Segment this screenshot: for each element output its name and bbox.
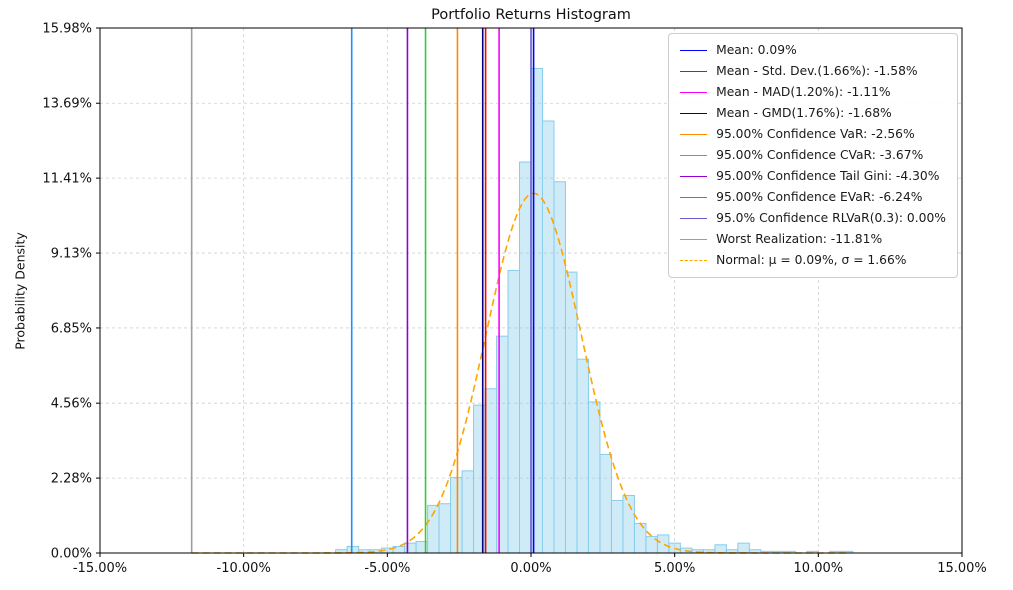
legend-line-swatch bbox=[680, 71, 708, 72]
legend-item: Mean - Std. Dev.(1.66%): -1.58% bbox=[680, 63, 946, 80]
histogram-bar bbox=[714, 544, 727, 554]
legend-line-swatch bbox=[680, 50, 708, 51]
legend-item: 95.00% Confidence VaR: -2.56% bbox=[680, 126, 946, 143]
histogram-bar bbox=[599, 453, 612, 554]
y-tick-label: 0.00% bbox=[51, 547, 92, 562]
histogram-bar bbox=[656, 534, 670, 554]
y-axis-label: Probability Density bbox=[12, 232, 28, 350]
legend-item: 95.00% Confidence EVaR: -6.24% bbox=[680, 189, 946, 206]
legend-label: 95.00% Confidence CVaR: -3.67% bbox=[716, 148, 924, 162]
y-tick-label: 13.69% bbox=[42, 97, 92, 112]
legend-line-swatch bbox=[680, 92, 708, 93]
legend-label: 95.00% Confidence EVaR: -6.24% bbox=[716, 190, 923, 204]
histogram-bar bbox=[438, 503, 452, 554]
legend-label: Mean: 0.09% bbox=[716, 43, 797, 57]
histogram-bar bbox=[576, 358, 589, 554]
legend-item: 95.00% Confidence CVaR: -3.67% bbox=[680, 147, 946, 164]
x-tick-label: 0.00% bbox=[510, 561, 551, 576]
risk-lines bbox=[190, 28, 535, 553]
legend-label: 95.00% Confidence Tail Gini: -4.30% bbox=[716, 169, 940, 183]
legend-item: Mean - MAD(1.20%): -1.11% bbox=[680, 84, 946, 101]
x-tick-label: -5.00% bbox=[364, 561, 410, 576]
legend-line-swatch bbox=[680, 197, 708, 198]
x-tick-label: 15.00% bbox=[937, 561, 987, 576]
histogram-bar bbox=[541, 120, 555, 554]
x-tick-label: -15.00% bbox=[73, 561, 127, 576]
legend-label: Mean - MAD(1.20%): -1.11% bbox=[716, 85, 891, 99]
chart-title: Portfolio Returns Histogram bbox=[431, 7, 631, 23]
histogram-bar bbox=[610, 499, 624, 554]
legend-item: 95.00% Confidence Tail Gini: -4.30% bbox=[680, 168, 946, 185]
legend-line-swatch bbox=[680, 134, 708, 135]
histogram-bar bbox=[496, 335, 509, 554]
histogram-bar bbox=[519, 161, 532, 554]
histogram-bar bbox=[484, 388, 498, 554]
legend-item: 95.0% Confidence RLVaR(0.3): 0.00% bbox=[680, 210, 946, 227]
legend-item: Mean: 0.09% bbox=[680, 42, 946, 59]
legend-item: Normal: μ = 0.09%, σ = 1.66% bbox=[680, 252, 946, 269]
legend-label: Normal: μ = 0.09%, σ = 1.66% bbox=[716, 253, 907, 267]
legend-line-swatch bbox=[680, 218, 708, 219]
normal-curve bbox=[191, 192, 847, 554]
histogram-bar bbox=[564, 271, 578, 554]
legend-label: 95.0% Confidence RLVaR(0.3): 0.00% bbox=[716, 211, 946, 225]
histogram-bar bbox=[461, 470, 475, 554]
histogram-bar bbox=[404, 542, 417, 554]
legend-label: Worst Realization: -11.81% bbox=[716, 232, 883, 246]
y-tick-label: 6.85% bbox=[51, 321, 92, 336]
y-tick-label: 2.28% bbox=[51, 472, 92, 487]
legend: Mean: 0.09% Mean - Std. Dev.(1.66%): -1.5… bbox=[668, 33, 958, 278]
x-tick-label: -10.00% bbox=[217, 561, 271, 576]
x-tick-label: 10.00% bbox=[794, 561, 844, 576]
histogram-bar bbox=[587, 401, 601, 554]
histogram-bar bbox=[530, 67, 543, 554]
legend-item: Worst Realization: -11.81% bbox=[680, 231, 946, 248]
legend-label: 95.00% Confidence VaR: -2.56% bbox=[716, 127, 915, 141]
histogram-bar bbox=[737, 542, 750, 554]
legend-item: Mean - GMD(1.76%): -1.68% bbox=[680, 105, 946, 122]
x-tick-label: 5.00% bbox=[654, 561, 695, 576]
legend-line-swatch bbox=[680, 113, 708, 114]
legend-line-swatch bbox=[680, 239, 708, 240]
y-tick-label: 4.56% bbox=[51, 397, 92, 412]
legend-label: Mean - GMD(1.76%): -1.68% bbox=[716, 106, 892, 120]
y-tick-label: 11.41% bbox=[42, 172, 92, 187]
tick-labels: -15.00% -10.00% -5.00% 0.00% 5.00% 10.00% 15.0… bbox=[42, 22, 986, 577]
legend-line-swatch bbox=[680, 260, 708, 261]
y-tick-label: 15.98% bbox=[42, 22, 92, 37]
histogram-bar bbox=[553, 181, 566, 554]
legend-line-swatch bbox=[680, 155, 708, 156]
histogram-bar bbox=[450, 476, 463, 554]
legend-line-swatch bbox=[680, 176, 708, 177]
y-tick-label: 9.13% bbox=[51, 247, 92, 262]
legend-label: Mean - Std. Dev.(1.66%): -1.58% bbox=[716, 64, 918, 78]
histogram-bar bbox=[507, 269, 521, 554]
histogram-bars bbox=[335, 67, 854, 554]
